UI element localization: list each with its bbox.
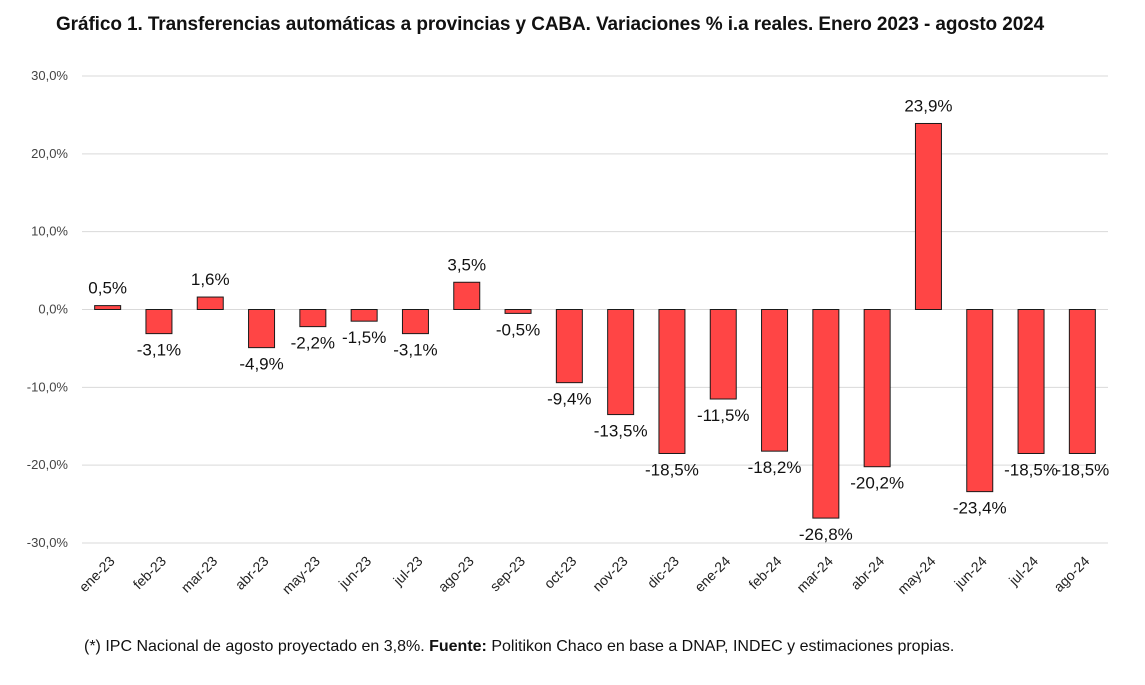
x-tick-label: sep-23 [487, 553, 529, 595]
data-label: -1,5% [342, 328, 386, 347]
bar [555, 309, 583, 384]
y-tick-label: 20,0% [31, 146, 68, 161]
footnote-source-text: Politikon Chaco en base a DNAP, INDEC y … [486, 638, 955, 655]
data-label: -23,4% [953, 499, 1007, 518]
data-label: -20,2% [850, 474, 904, 493]
bar [812, 309, 840, 519]
x-tick-label: ene-23 [76, 553, 118, 595]
data-label: -2,2% [291, 334, 335, 353]
gridlines [82, 75, 1108, 544]
bar [94, 305, 122, 311]
data-label: -9,4% [547, 390, 591, 409]
x-tick-label: oct-23 [541, 553, 580, 592]
data-labels: 0,5% -3,1% 1,6% -4,9% -2,2% -1,5% -3,1% 3,5% -0,… [88, 96, 1109, 544]
data-label: -26,8% [799, 525, 853, 544]
bar [1068, 309, 1096, 454]
footnote-prefix: (*) IPC Nacional de agosto proyectado en… [84, 638, 430, 655]
y-axis: 30,0% 20,0% 10,0% 0,0% -10,0% -20,0% -30,0% [27, 68, 69, 550]
bar [453, 281, 481, 310]
data-label: 23,9% [904, 96, 952, 115]
data-label: -3,1% [393, 341, 437, 360]
x-tick-label: abr-23 [232, 553, 272, 593]
x-tick-label: jun-23 [335, 553, 375, 593]
data-label: 0,5% [88, 279, 127, 298]
bars [94, 122, 1096, 519]
x-tick-label: jun-24 [950, 553, 990, 593]
x-tick-label: feb-23 [130, 553, 170, 593]
x-tick-label: may-24 [894, 553, 938, 597]
x-tick-label: jul-24 [1005, 553, 1041, 589]
data-label: 3,5% [447, 255, 486, 274]
bar [196, 296, 224, 310]
bar [1017, 309, 1045, 454]
x-tick-label: mar-24 [793, 553, 836, 596]
data-label: -3,1% [137, 341, 181, 360]
x-tick-label: mar-23 [178, 553, 221, 596]
x-tick-label: feb-24 [745, 553, 785, 593]
data-label: -13,5% [594, 422, 648, 441]
bar [863, 309, 891, 468]
bar [966, 309, 994, 493]
bar [761, 309, 789, 452]
bar [914, 122, 942, 310]
data-label: -18,5% [1004, 460, 1058, 479]
bar [504, 309, 532, 314]
footnote-source-label: Fuente: [429, 638, 487, 655]
y-tick-label: -20,0% [27, 457, 69, 472]
y-tick-label: -10,0% [27, 379, 69, 394]
bar [350, 309, 378, 322]
bar [607, 309, 635, 416]
y-tick-label: 0,0% [38, 302, 68, 317]
data-label: -18,5% [1055, 460, 1109, 479]
bar-chart: 30,0% 20,0% 10,0% 0,0% -10,0% -20,0% -30,0% 0,… [27, 68, 1109, 597]
x-tick-label: jul-23 [389, 553, 425, 589]
chart-title: Gráfico 1. Transferencias automáticas a … [56, 14, 1045, 35]
bar [248, 309, 276, 349]
bar [299, 309, 327, 328]
x-tick-label: ene-24 [691, 553, 733, 595]
x-tick-label: dic-23 [644, 553, 682, 591]
bar [145, 309, 173, 335]
x-tick-label: ago-24 [1050, 553, 1092, 595]
data-label: 1,6% [191, 270, 230, 289]
x-tick-label: nov-23 [589, 553, 631, 595]
bar [401, 309, 429, 335]
footnote: (*) IPC Nacional de agosto proyectado en… [84, 638, 954, 656]
x-axis: ene-23 feb-23 mar-23 abr-23 may-23 jun-23 jul-… [76, 553, 1093, 597]
bar [709, 309, 737, 400]
data-label: -18,2% [748, 458, 802, 477]
y-tick-label: -30,0% [27, 535, 69, 550]
data-label: -0,5% [496, 320, 540, 339]
y-tick-label: 30,0% [31, 68, 68, 83]
x-tick-label: abr-24 [847, 553, 887, 593]
data-label: -4,9% [239, 355, 283, 374]
bar [658, 309, 686, 454]
x-tick-label: ago-23 [435, 553, 477, 595]
x-tick-label: may-23 [279, 553, 323, 597]
data-label: -11,5% [697, 406, 750, 425]
data-label: -18,5% [645, 460, 699, 479]
y-tick-label: 10,0% [31, 224, 68, 239]
